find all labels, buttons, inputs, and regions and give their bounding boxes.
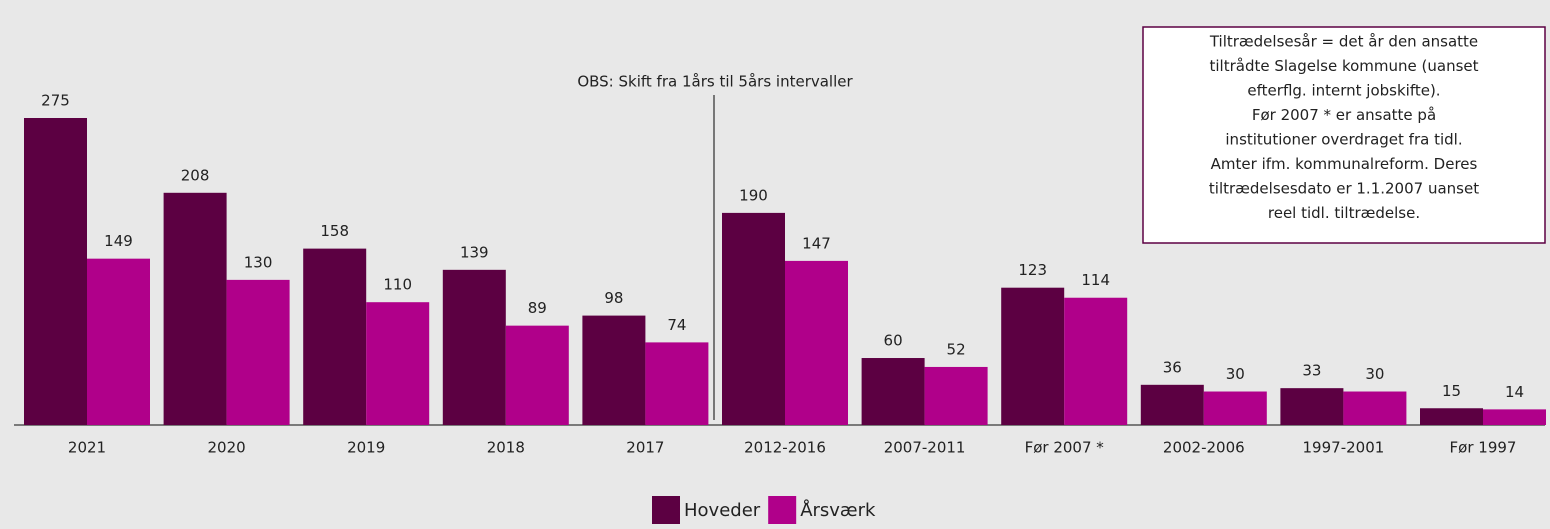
x-tick-label: 2021 — [68, 439, 106, 457]
note-line: institutioner overdraget fra tidl. — [1225, 131, 1462, 149]
bar — [582, 315, 646, 425]
bar — [226, 279, 290, 425]
bar — [442, 269, 506, 425]
value-label: 110 — [383, 276, 412, 294]
value-label: 139 — [460, 243, 489, 261]
value-label: 158 — [320, 222, 349, 240]
note-box — [1142, 26, 1546, 244]
bar — [924, 366, 988, 425]
value-label: 74 — [667, 316, 686, 334]
value-label: 208 — [181, 166, 210, 184]
x-tick-label: Før 2007 * — [1025, 439, 1105, 457]
bar — [1140, 384, 1204, 425]
bar — [1203, 391, 1267, 425]
note-line: tiltrådte Slagelse kommune (uanset — [1209, 57, 1478, 75]
value-label: 60 — [884, 332, 903, 350]
bar — [1280, 388, 1344, 425]
value-label: 114 — [1081, 271, 1110, 289]
bar — [1064, 297, 1128, 425]
x-tick-label: 2017 — [626, 439, 664, 457]
bar — [303, 248, 367, 425]
value-label: 98 — [604, 289, 623, 307]
value-label: 52 — [947, 340, 966, 358]
bar — [861, 358, 925, 425]
value-label: 149 — [104, 232, 133, 250]
bar — [1001, 287, 1065, 425]
x-tick-label: Før 1997 — [1450, 439, 1517, 457]
bar — [366, 302, 430, 425]
note-line: Tiltrædelsesår = det år den ansatte — [1209, 33, 1478, 51]
value-label: 33 — [1302, 362, 1321, 380]
bar — [785, 260, 848, 425]
note-line: Før 2007 * er ansatte på — [1252, 106, 1436, 124]
x-tick-label: 1997-2001 — [1303, 439, 1385, 457]
bar — [645, 342, 709, 425]
x-tick-label: 2007-2011 — [884, 439, 966, 457]
value-label: 30 — [1365, 365, 1384, 383]
bar — [722, 212, 785, 425]
note-line: tiltrædelsesdato er 1.1.2007 uanset — [1209, 180, 1479, 198]
bar — [24, 118, 87, 425]
annotation: OBS: Skift fra 1års til 5års intervaller — [577, 73, 853, 91]
x-tick-label: 2019 — [347, 439, 385, 457]
value-label: 15 — [1442, 382, 1461, 400]
value-label: 275 — [41, 92, 70, 110]
value-label: 14 — [1505, 383, 1524, 401]
x-tick-label: 2020 — [208, 439, 246, 457]
value-label: 147 — [802, 234, 831, 252]
value-label: 89 — [528, 299, 547, 317]
x-tick-label: 2012-2016 — [744, 439, 826, 457]
bar — [87, 258, 150, 425]
bar — [163, 192, 227, 425]
bar — [1343, 391, 1407, 425]
bar — [1420, 408, 1483, 425]
note-line: reel tidl. tiltrædelse. — [1268, 204, 1420, 222]
x-tick-label: 2018 — [487, 439, 525, 457]
legend-label: Hoveder — [684, 500, 761, 521]
legend-swatch — [652, 496, 680, 524]
note-line: efterflg. internt jobskifte). — [1247, 82, 1440, 100]
legend-label: Årsværk — [800, 499, 876, 521]
value-label: 36 — [1163, 358, 1182, 376]
legend-swatch — [768, 496, 797, 524]
value-label: 30 — [1226, 365, 1245, 383]
value-label: 190 — [739, 186, 768, 204]
note-line: Amter ifm. kommunalreform. Deres — [1211, 155, 1478, 173]
x-tick-label: 2002-2006 — [1163, 439, 1245, 457]
value-label: 123 — [1018, 261, 1047, 279]
bar — [1483, 409, 1546, 425]
value-label: 130 — [244, 253, 273, 271]
bar — [505, 325, 569, 425]
